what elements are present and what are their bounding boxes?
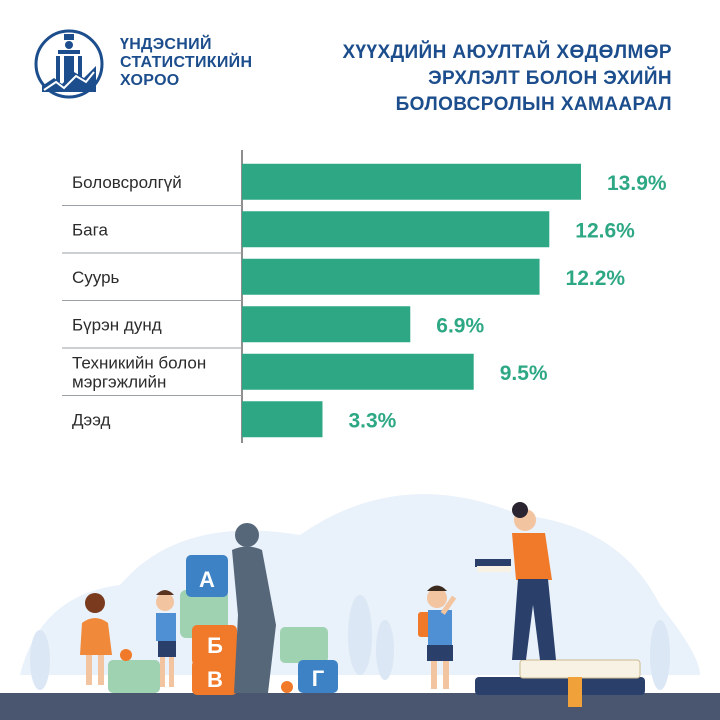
block-letter-g: Г <box>312 666 325 691</box>
category-label: Суурь <box>72 268 120 287</box>
org-name-line-2: СТАТИСТИКИЙН <box>120 54 253 71</box>
category-label: Дээд <box>72 410 110 429</box>
title-line-3: БОЛОВСРОЛЫН ХАМААРАЛ <box>395 94 672 115</box>
value-label: 9.5% <box>500 362 548 385</box>
bar <box>242 163 581 200</box>
value-label: 3.3% <box>348 409 396 432</box>
category-label: Боловсролгүй <box>72 173 182 192</box>
bar <box>242 306 411 343</box>
category-label: Бага <box>72 220 108 239</box>
chart-title: ХҮҮХДИЙН АЮУЛТАЙ ХӨДӨЛМӨР ЭРХЛЭЛТ БОЛОН … <box>252 40 672 118</box>
books-stack <box>475 659 645 707</box>
boy-waving-figure <box>418 585 457 689</box>
org-name-line-3: ХОРОО <box>120 72 180 89</box>
category-label: Бүрэн дунд <box>72 315 162 334</box>
ground-strip <box>0 693 720 720</box>
title-line-2: ЭРХЛЭЛТ БОЛОН ЭХИЙН <box>428 68 672 89</box>
bar <box>242 353 474 390</box>
block-letter-b: Б <box>207 633 223 658</box>
national-statistics-office-logo <box>34 29 104 99</box>
bar <box>242 401 323 438</box>
alphabet-blocks: А Б В Г <box>108 555 338 695</box>
bar <box>242 211 550 248</box>
boy-left-figure <box>156 590 176 687</box>
value-label: 12.6% <box>575 219 635 242</box>
value-label: 12.2% <box>566 267 626 290</box>
value-label: 13.9% <box>607 172 667 195</box>
education-illustration: А Б В Г <box>0 494 720 720</box>
title-line-1: ХҮҮХДИЙН АЮУЛТАЙ ХӨДӨЛМӨР <box>342 42 672 63</box>
organization-name: ҮНДЭСНИЙ СТАТИСТИКИЙН ХОРОО <box>120 36 252 90</box>
girl-figure <box>80 593 112 685</box>
adult-silhouette <box>232 523 276 693</box>
block-letter-a: А <box>199 567 215 592</box>
bar-chart: Боловсролгүй 13.9% Бага 12.6% Суурь 12.2% Бүрэ… <box>62 150 667 443</box>
category-label: Техникийн болон мэргэжлийн <box>72 353 206 391</box>
org-name-line-1: ҮНДЭСНИЙ <box>120 36 212 53</box>
block-letter-v: В <box>207 667 223 692</box>
decorative-plants <box>30 595 670 690</box>
teacher-figure <box>475 502 556 660</box>
value-label: 6.9% <box>436 314 484 337</box>
bar <box>242 258 540 295</box>
